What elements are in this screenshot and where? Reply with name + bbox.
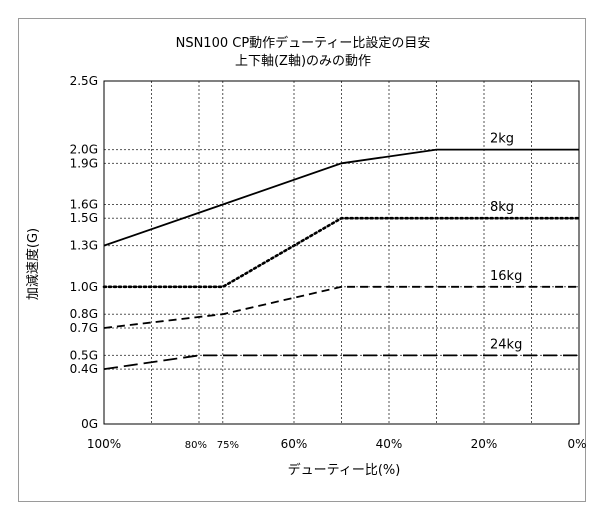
- chart-frame: NSN100 CP動作デューティー比設定の目安 上下軸(Z軸)のみの動作 デュー…: [18, 18, 587, 502]
- y-tick-label: 0G: [81, 417, 98, 431]
- x-tick-label: 60%: [281, 437, 308, 451]
- x-tick-label: 80%: [185, 440, 207, 451]
- duty-ratio-chart: NSN100 CP動作デューティー比設定の目安 上下軸(Z軸)のみの動作 デュー…: [25, 35, 587, 478]
- axis-layer: 2.5G 2.0G1.9G 1.6G1.5G 1.3G 1.0G 0.8G0.7G 0.5G…: [70, 74, 587, 451]
- y-tick-label: 1.5G: [70, 211, 98, 225]
- y-tick-label: 1.0G: [70, 280, 98, 294]
- y-tick-label: 1.3G: [70, 239, 98, 253]
- x-axis-label: デューティー比(%): [288, 462, 401, 478]
- chart-title: NSN100 CP動作デューティー比設定の目安: [176, 35, 431, 51]
- x-tick-label: 40%: [376, 437, 403, 451]
- x-tick-label: 75%: [217, 440, 239, 451]
- x-tick-label: 0%: [567, 437, 586, 451]
- series-label-24kg: 24kg: [490, 337, 522, 352]
- y-tick-label: 0.8G: [70, 307, 98, 321]
- plot-area-border: [103, 80, 580, 425]
- series-label-16kg: 16kg: [490, 269, 522, 284]
- x-tick-label: 20%: [471, 437, 498, 451]
- chart-subtitle: 上下軸(Z軸)のみの動作: [235, 54, 371, 69]
- y-axis-label: 加減速度(G): [25, 228, 41, 300]
- series-layer: [102, 148, 581, 370]
- series-line-8kg: [102, 216, 581, 289]
- series-line-2kg: [103, 148, 579, 247]
- y-tick-label: 0.4G: [70, 362, 98, 376]
- label-layer: 2kg 8kg 16kg 24kg: [490, 132, 522, 353]
- series-line-24kg: [103, 354, 579, 370]
- y-tick-label: 2.5G: [70, 74, 98, 88]
- series-label-2kg: 2kg: [490, 132, 514, 147]
- y-tick-label: 2.0G: [70, 143, 98, 157]
- series-line-16kg: [103, 285, 579, 329]
- y-tick-label: 1.9G: [70, 156, 98, 170]
- y-tick-label: 1.6G: [70, 197, 98, 211]
- series-label-8kg: 8kg: [490, 200, 514, 215]
- y-tick-label: 0.7G: [70, 321, 98, 335]
- y-tick-label: 0.5G: [70, 348, 98, 362]
- x-tick-label: 100%: [87, 437, 121, 451]
